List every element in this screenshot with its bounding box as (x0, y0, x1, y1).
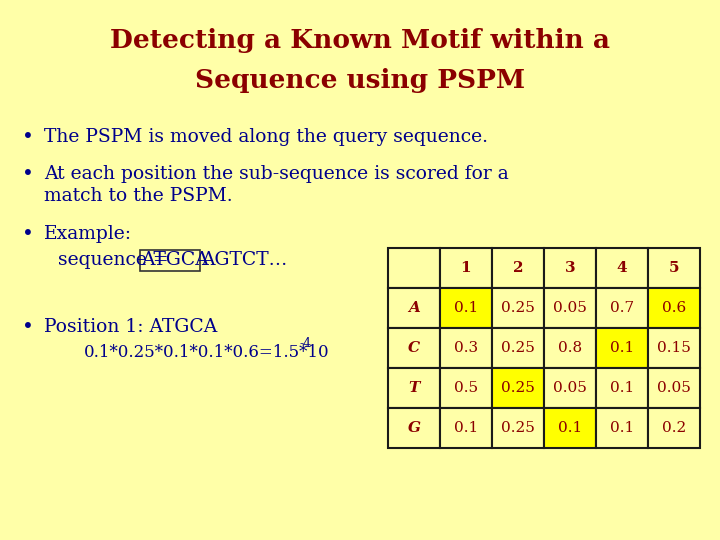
Text: 0.1*0.25*0.1*0.1*0.6=1.5*10: 0.1*0.25*0.1*0.1*0.6=1.5*10 (84, 344, 330, 361)
Text: G: G (408, 421, 420, 435)
Text: Position 1: ATGCA: Position 1: ATGCA (44, 318, 217, 336)
Text: 0.25: 0.25 (501, 301, 535, 315)
Bar (596, 248, 648, 288)
Bar (492, 408, 544, 448)
Text: 0.1: 0.1 (454, 301, 478, 315)
Bar (492, 328, 544, 368)
Bar (388, 328, 440, 368)
Text: 0.1: 0.1 (610, 421, 634, 435)
Text: 0.5: 0.5 (454, 381, 478, 395)
Bar (648, 328, 700, 368)
Bar (492, 248, 544, 288)
Text: 0.1: 0.1 (610, 341, 634, 355)
Text: •: • (22, 225, 34, 244)
Text: 0.8: 0.8 (558, 341, 582, 355)
Bar (492, 368, 544, 408)
Bar (440, 328, 492, 368)
Text: T: T (408, 381, 420, 395)
Bar (492, 288, 544, 328)
Text: 0.1: 0.1 (610, 381, 634, 395)
Bar (388, 368, 440, 408)
Text: 0.25: 0.25 (501, 341, 535, 355)
Bar (388, 248, 440, 288)
Bar (544, 248, 596, 288)
Bar (596, 288, 648, 328)
Bar (440, 288, 492, 328)
Text: 4: 4 (617, 261, 627, 275)
Bar (596, 368, 648, 408)
Bar (596, 328, 648, 368)
Text: match to the PSPM.: match to the PSPM. (44, 187, 233, 205)
Text: 0.25: 0.25 (501, 381, 535, 395)
Text: 0.25: 0.25 (501, 421, 535, 435)
Text: •: • (22, 128, 34, 147)
Text: 2: 2 (513, 261, 523, 275)
Text: 0.2: 0.2 (662, 421, 686, 435)
Text: 0.6: 0.6 (662, 301, 686, 315)
Text: ATGCA: ATGCA (141, 251, 209, 269)
Bar (648, 288, 700, 328)
Text: AGTCT…: AGTCT… (201, 251, 287, 269)
Text: 0.15: 0.15 (657, 341, 691, 355)
Text: 3: 3 (564, 261, 575, 275)
Bar (440, 408, 492, 448)
Bar (140, 250, 200, 271)
Text: 0.1: 0.1 (454, 421, 478, 435)
Text: 0.1: 0.1 (558, 421, 582, 435)
Bar (544, 408, 596, 448)
Text: -4: -4 (300, 337, 312, 350)
Bar (544, 368, 596, 408)
Text: •: • (22, 165, 34, 184)
Bar (440, 368, 492, 408)
Text: 0.05: 0.05 (553, 301, 587, 315)
Text: C: C (408, 341, 420, 355)
Text: 0.7: 0.7 (610, 301, 634, 315)
Bar (544, 328, 596, 368)
Text: Example:: Example: (44, 225, 132, 243)
Bar (388, 288, 440, 328)
Bar (596, 408, 648, 448)
Text: 0.3: 0.3 (454, 341, 478, 355)
Text: 0.05: 0.05 (657, 381, 691, 395)
Text: Sequence using PSPM: Sequence using PSPM (195, 68, 525, 93)
Text: 1: 1 (461, 261, 472, 275)
Bar (648, 408, 700, 448)
Text: A: A (408, 301, 420, 315)
Text: Detecting a Known Motif within a: Detecting a Known Motif within a (110, 28, 610, 53)
Bar (648, 248, 700, 288)
Bar (440, 248, 492, 288)
Bar (388, 408, 440, 448)
Bar (648, 368, 700, 408)
Text: At each position the sub-sequence is scored for a: At each position the sub-sequence is sco… (44, 165, 509, 183)
Text: 0.05: 0.05 (553, 381, 587, 395)
Text: sequence =: sequence = (58, 251, 175, 269)
Text: The PSPM is moved along the query sequence.: The PSPM is moved along the query sequen… (44, 128, 488, 146)
Text: •: • (22, 318, 34, 337)
Text: 5: 5 (669, 261, 679, 275)
Bar (544, 288, 596, 328)
